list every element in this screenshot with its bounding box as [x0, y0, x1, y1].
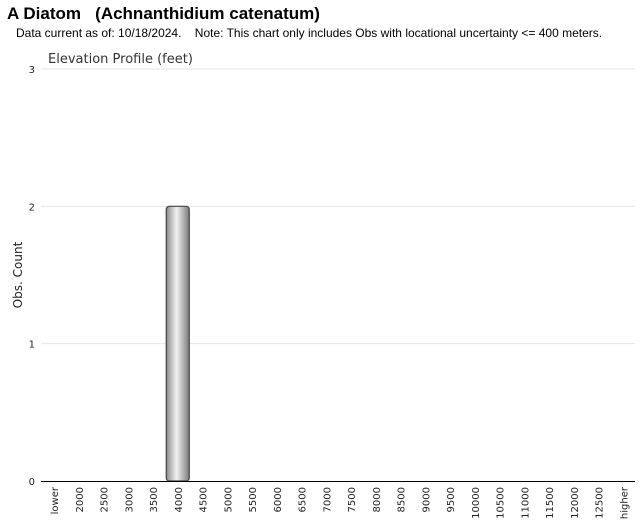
x-tick-label: 4000 — [174, 487, 185, 512]
y-tick-label: 3 — [29, 65, 35, 76]
x-tick-label: 2500 — [100, 487, 111, 512]
y-axis-label: Obs. Count — [11, 241, 25, 308]
x-tick-label: 6500 — [298, 487, 309, 512]
x-tick-label: 5500 — [248, 487, 259, 512]
x-tick-label: 3500 — [149, 487, 160, 512]
x-tick-label: 11000 — [520, 487, 531, 519]
x-tick-label: 8500 — [397, 487, 408, 512]
data-note: Data current as of: 10/18/2024. Note: Th… — [16, 26, 603, 40]
x-tick-label: higher — [619, 486, 630, 519]
chart-title: Elevation Profile (feet) — [48, 52, 193, 67]
x-tick-label: 12000 — [570, 487, 581, 519]
y-tick-label: 1 — [29, 340, 35, 351]
x-tick-labels: lower 2000 2500 3000 3500 4000 4500 5000 5500 600… — [50, 486, 630, 519]
x-tick-label: 8000 — [372, 487, 383, 512]
x-tick-label: 9000 — [421, 487, 432, 512]
y-tick-label: 0 — [29, 477, 35, 488]
bar-4000 — [165, 205, 190, 482]
x-tick-label: 10500 — [496, 487, 507, 519]
page-title: A Diatom (Achnanthidium catenatum) — [7, 4, 320, 23]
x-tick-label: 5000 — [223, 487, 234, 512]
x-tick-label: 7500 — [347, 487, 358, 512]
x-tick-label: 12500 — [595, 487, 606, 519]
x-tick-label: 9500 — [446, 487, 457, 512]
bar-layer — [165, 205, 190, 482]
x-tick-label: 11500 — [545, 487, 556, 519]
x-tick-label: 6000 — [273, 487, 284, 512]
x-tick-label: 2000 — [75, 487, 86, 512]
grid-layer — [41, 68, 635, 345]
x-tick-label: 4500 — [199, 487, 210, 512]
x-tick-label: 3000 — [124, 487, 135, 512]
x-tick-label: 7000 — [322, 487, 333, 512]
y-tick-labels: 0 1 2 3 — [29, 65, 35, 488]
x-tick-label: lower — [50, 486, 61, 514]
y-tick-label: 2 — [29, 202, 35, 213]
x-tick-label: 10000 — [471, 487, 482, 519]
